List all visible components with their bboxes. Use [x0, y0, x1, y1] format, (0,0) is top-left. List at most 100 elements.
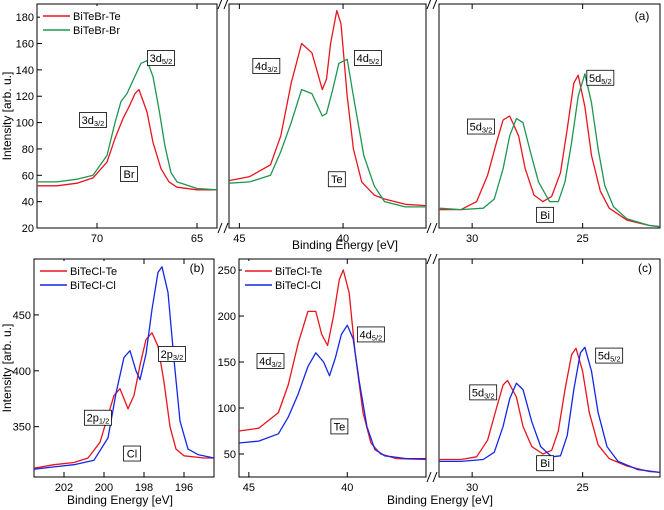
- axis-break-gap: [428, 0, 436, 9]
- y-tick-label: 200: [218, 311, 236, 323]
- x-tick-label: 45: [243, 482, 255, 494]
- legend-entry: BiTeCl-Te: [275, 266, 322, 278]
- x-tick-label: 196: [175, 482, 193, 494]
- peak-label-box: [536, 455, 554, 472]
- y-tick-label: 100: [16, 118, 34, 130]
- peak-label: 4d3/2: [259, 356, 282, 369]
- series-line-BiTeBr-Te: [37, 88, 217, 191]
- panel-b-segment-frame: [33, 258, 215, 478]
- peak-label: 2p3/2: [161, 349, 184, 362]
- peak-label-box: [327, 171, 346, 188]
- axis-break-mark: [217, 222, 223, 234]
- legend-entry: BiTeBr-Br: [73, 25, 120, 37]
- x-tick-label: 30: [466, 482, 478, 494]
- axis-break-mark: [432, 222, 438, 234]
- x-tick-label: 30: [466, 233, 478, 245]
- peak-label-box: [123, 445, 141, 462]
- peak-label: Te: [334, 421, 346, 433]
- y-tick-label: 120: [16, 91, 34, 103]
- y-tick-label: 160: [16, 39, 34, 51]
- peak-label: 5d5/2: [589, 73, 612, 86]
- legend-entry: BiTeBr-Te: [73, 11, 121, 23]
- peak-label-box: [147, 50, 175, 66]
- x-tick-label: 70: [91, 233, 103, 245]
- peak-label-box: [536, 206, 554, 223]
- axis-break-mark: [426, 0, 432, 10]
- peak-label-box: [120, 166, 138, 182]
- axis-break-mark: [223, 222, 229, 234]
- peak-label: 5d5/2: [598, 351, 621, 364]
- x-axis-title: Binding Energy [eV]: [292, 238, 398, 252]
- y-tick-label: 80: [22, 144, 34, 156]
- y-tick-label: 150: [218, 357, 236, 369]
- y-tick-label: 400: [13, 366, 31, 378]
- axis-break-mark: [426, 253, 432, 265]
- series-line-BiTeCl-Te: [238, 269, 427, 461]
- legend-entry: BiTeCl-Cl: [70, 280, 116, 292]
- peak-label-box: [586, 69, 615, 86]
- y-axis-title: Intensity [arb. u.]: [0, 72, 14, 161]
- peak-label-box: [256, 353, 285, 370]
- panel-b: 202 200 198 196 2p1/2 2p3/2 Cl 350 400 450 BiTeCl-…: [0, 258, 215, 507]
- axis-break-mark: [432, 471, 438, 483]
- axis-break-gap: [219, 223, 227, 233]
- axis-break-mark: [426, 222, 432, 234]
- axis-break-mark: [217, 0, 223, 10]
- panel-c-segment-frame: [238, 258, 427, 478]
- peak-label-box: [84, 409, 112, 426]
- peak-label: Cl: [127, 449, 137, 461]
- series-line-BiTeCl-Te: [33, 332, 214, 469]
- peak-label-box: [79, 112, 107, 128]
- x-tick-label: 45: [233, 233, 245, 245]
- legend-entry: BiTeCl-Te: [70, 266, 117, 278]
- y-tick-label: 140: [16, 65, 34, 77]
- x-axis-title: Binding Energy [eV]: [67, 493, 173, 507]
- peak-label: Bi: [540, 210, 550, 222]
- peak-label-box: [595, 347, 624, 364]
- series-line-BiTeBr-Te: [439, 74, 661, 228]
- peak-label: 5d3/2: [472, 387, 495, 400]
- x-tick-label: 65: [191, 233, 203, 245]
- series-line-BiTeCl-Cl: [238, 324, 426, 460]
- legend-box: [242, 261, 334, 295]
- x-tick-label: 25: [577, 233, 589, 245]
- series-line-BiTeCl-Te: [439, 347, 661, 474]
- axis-break-gap: [428, 472, 436, 482]
- panel-label: (b): [190, 261, 205, 275]
- peak-label: 4d5/2: [360, 329, 383, 342]
- peak-label-box: [467, 118, 495, 135]
- y-tick-label: 100: [218, 403, 236, 415]
- legend-entry: BiTeCl-Cl: [275, 280, 321, 292]
- axis-break-gap: [428, 223, 436, 233]
- x-tick-label: 40: [341, 482, 353, 494]
- y-tick-label: 180: [16, 12, 34, 24]
- y-axis-title: Intensity [arb. u.]: [0, 324, 14, 413]
- x-tick-label: 40: [337, 233, 349, 245]
- series-line-BiTeBr-Br: [438, 73, 661, 228]
- y-tick-label: 350: [13, 422, 31, 434]
- peak-label: 2p1/2: [87, 413, 110, 426]
- peak-label-box: [158, 346, 186, 362]
- panel-label: (a): [635, 9, 650, 23]
- panel-a-segment-frame: [228, 3, 427, 229]
- axis-break-mark: [223, 0, 229, 10]
- peak-label: 3d5/2: [150, 53, 173, 66]
- axis-break-gap: [219, 0, 227, 9]
- peak-label: Br: [124, 169, 135, 181]
- axis-break-mark: [432, 0, 438, 10]
- peak-label-box: [354, 50, 382, 66]
- peak-label-box: [356, 326, 385, 343]
- peak-label: 4d5/2: [357, 53, 380, 66]
- x-tick-label: 202: [55, 482, 73, 494]
- axis-break-mark: [426, 471, 432, 483]
- legend-box: [37, 261, 129, 295]
- legend-box: [40, 6, 132, 40]
- axis-break-mark: [432, 253, 438, 265]
- peak-label-box: [252, 58, 281, 74]
- peak-label-box: [469, 384, 498, 401]
- peak-label: 4d3/2: [255, 61, 278, 74]
- x-tick-label: 25: [577, 482, 589, 494]
- peak-label-box: [330, 418, 349, 435]
- panel-a: 70 65 3d3/2 3d5/2 Br 45 40 4d3/2 4d5/2 Te 30 25 5d3/…: [0, 0, 661, 252]
